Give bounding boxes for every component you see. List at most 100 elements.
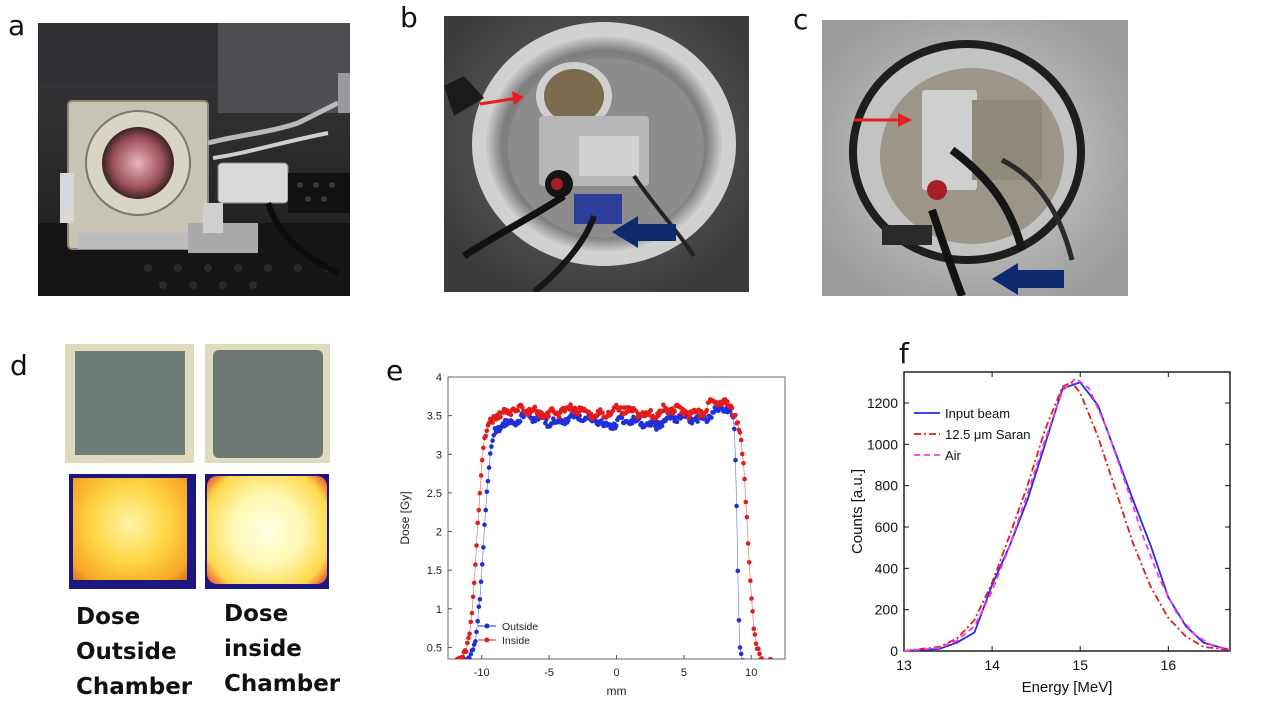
data-point [766, 661, 771, 666]
data-point [734, 503, 739, 509]
data-point [744, 514, 750, 520]
y-tick-label: 3 [436, 449, 442, 461]
data-point [452, 662, 457, 667]
data-point [556, 414, 562, 420]
legend-marker [484, 637, 490, 643]
panel-label-a: a [8, 9, 26, 42]
data-point [770, 658, 774, 659]
red-arrow [854, 113, 912, 127]
data-point [481, 545, 486, 550]
data-point [622, 405, 627, 410]
data-point [729, 405, 735, 411]
y-tick-label: 600 [875, 519, 899, 535]
data-point [749, 662, 754, 667]
y-tick-label: 400 [875, 560, 899, 576]
data-point [468, 652, 474, 657]
navy-arrow [992, 263, 1064, 295]
data-point [738, 651, 744, 657]
data-point [457, 659, 462, 664]
data-point [475, 619, 480, 624]
data-point [742, 661, 747, 666]
data-point [573, 407, 579, 412]
data-point [474, 629, 479, 635]
data-point [666, 411, 672, 416]
data-point [741, 658, 746, 659]
y-tick-label: 1000 [867, 436, 898, 452]
x-tick-label: -5 [544, 667, 554, 679]
photo-c-chamber-angled-view [822, 20, 1128, 296]
data-point [760, 663, 765, 668]
data-point [467, 631, 472, 637]
data-point [761, 660, 766, 665]
data-point [614, 423, 619, 429]
data-point [485, 478, 491, 484]
data-point [490, 420, 495, 425]
y-tick-label: 0 [890, 643, 898, 659]
data-point [464, 659, 469, 664]
y-tick-label: 3.5 [427, 411, 442, 423]
data-point [659, 423, 665, 429]
data-point [474, 543, 479, 548]
data-point [463, 649, 469, 654]
data-point [764, 660, 769, 665]
data-point [756, 659, 761, 664]
data-point [648, 408, 653, 413]
data-point [704, 407, 710, 413]
data-point [618, 405, 624, 410]
data-point [768, 663, 773, 668]
data-point [746, 658, 750, 659]
data-point [732, 426, 737, 432]
data-point [759, 656, 765, 659]
dose-map-inside [205, 474, 329, 589]
data-point [517, 419, 523, 424]
data-point [486, 420, 492, 426]
data-point [465, 640, 470, 646]
data-point [752, 632, 758, 637]
x-axis-label: Energy [MeV] [1022, 679, 1113, 696]
y-tick-label: 2.5 [427, 488, 442, 500]
data-point [762, 660, 767, 665]
data-point [468, 619, 474, 625]
panel-label-b: b [400, 1, 418, 34]
data-point [740, 451, 745, 457]
legend-label: Outside [502, 621, 538, 633]
chart-f-energy-spectrum: 13 14 15 16 0 200 400 600 800 1000 1200 Energy [MeV… [849, 371, 1231, 696]
data-point [469, 610, 475, 616]
data-point [478, 579, 484, 584]
data-point [748, 578, 753, 583]
data-point [486, 465, 492, 470]
data-point [483, 433, 488, 439]
data-point [539, 410, 545, 416]
x-tick-label: 16 [1161, 657, 1177, 673]
y-tick-label: 0.5 [427, 642, 442, 654]
data-point [476, 507, 482, 513]
data-point [757, 651, 762, 657]
data-point [672, 408, 677, 414]
data-point [725, 399, 730, 404]
red-arrow [479, 91, 524, 106]
data-point [757, 661, 762, 666]
panel-label-c: c [793, 3, 809, 36]
legend-marker [484, 623, 490, 629]
data-point [476, 604, 482, 609]
photo-a-chamber-open [38, 23, 350, 296]
data-point [773, 659, 778, 664]
data-point [773, 661, 778, 666]
data-point [752, 661, 757, 666]
data-point [765, 661, 770, 666]
data-point [454, 661, 459, 666]
panel-label-d: d [10, 349, 28, 382]
data-point [484, 489, 490, 495]
data-point [479, 457, 485, 463]
data-point [471, 580, 477, 586]
data-point [470, 647, 476, 652]
data-point [488, 451, 493, 456]
film-outside-chamber [65, 344, 194, 463]
data-point [727, 409, 732, 414]
data-point [689, 420, 695, 426]
data-point [498, 414, 503, 420]
data-point [735, 568, 741, 574]
series-inside [452, 397, 778, 667]
data-point [749, 596, 754, 601]
data-point [764, 660, 769, 665]
